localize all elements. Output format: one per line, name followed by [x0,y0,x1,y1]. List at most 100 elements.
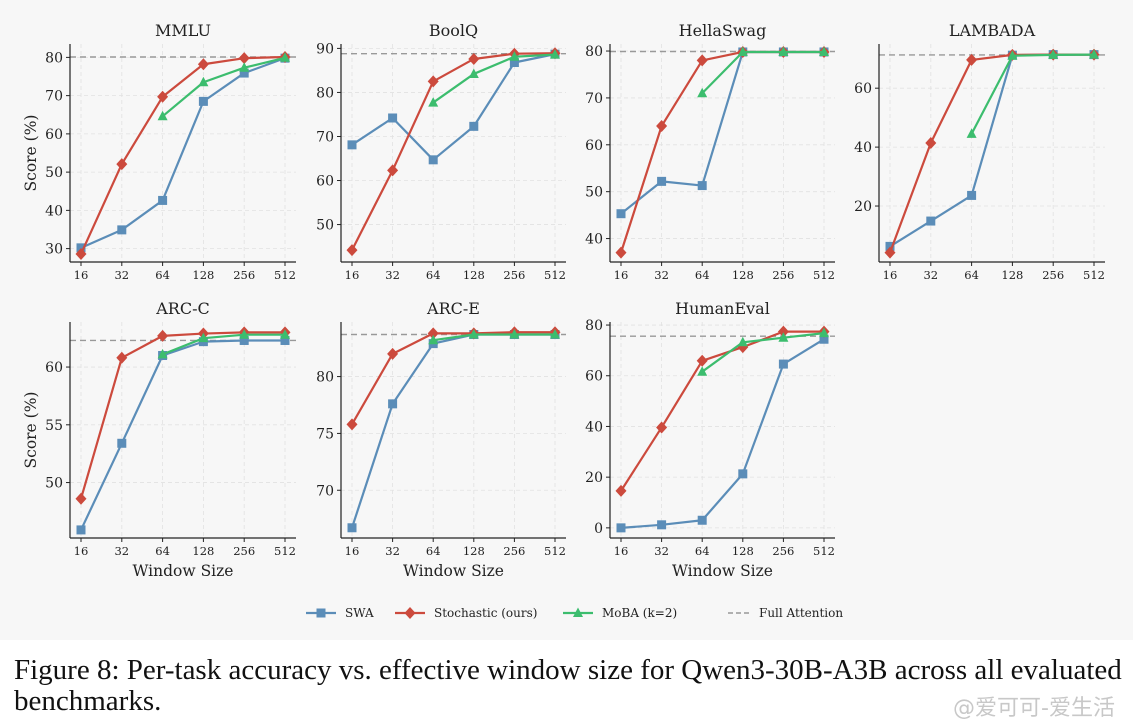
x-tick-label: 16 [74,268,89,282]
diamond-marker [116,351,128,364]
y-tick-label: 30 [45,242,63,258]
diamond-marker [427,327,439,340]
x-tick-label: 128 [463,544,485,558]
square-marker [239,335,249,345]
x-tick-label: 512 [813,544,835,558]
diamond-marker [75,492,87,505]
subplot-hellaswag: 16 32 64 128 256 512 40 50 60 70 80 HellaSwag [585,21,835,282]
y-tick-label: 60 [45,360,63,376]
watermark: @爱可可-爱生活 [953,696,1115,721]
subplot-title: BoolQ [429,21,478,40]
diamond-marker [346,418,358,431]
y-tick-label: 70 [316,483,334,499]
y-tick-label: 60 [316,174,334,190]
diamond-marker [884,246,896,259]
x-tick-label: 128 [192,544,214,558]
y-tick-label: 50 [45,476,63,492]
triangle-marker [550,49,560,59]
series-line-stochastic [79,331,285,500]
diamond-marker [116,158,128,171]
diamond-marker [656,120,668,133]
x-tick-label: 128 [732,544,754,558]
triangle-marker [1048,49,1059,59]
series-line-moba [161,56,286,118]
y-tick-label: 60 [45,127,63,143]
subplot-title: HumanEval [675,299,770,318]
y-axis-label: Score (%) [22,392,40,469]
x-tick-label: 128 [463,268,485,282]
x-tick-label: 128 [1001,268,1023,282]
x-tick-label: 256 [1042,268,1064,282]
legend: SWA Stochastic (ours) MoBA (k=2) Full Atten… [306,606,843,620]
y-tick-label: 50 [45,165,63,181]
x-tick-label: 128 [732,268,754,282]
square-marker [239,68,249,78]
x-tick-label: 512 [274,544,296,558]
x-tick-label: 128 [192,268,214,282]
triangle-marker [1007,50,1018,60]
diamond-marker [925,136,937,149]
triangle-marker [819,46,829,56]
triangle-marker [280,329,290,339]
x-tick-label: 32 [385,544,400,558]
x-tick-label: 256 [233,268,255,282]
triangle-marker [198,76,209,87]
series-line-stochastic [619,50,824,253]
x-tick-label: 64 [155,268,170,282]
subplot-title: LAMBADA [949,21,1036,40]
triangle-marker [428,97,439,107]
x-tick-label: 512 [274,268,296,282]
legend-label: SWA [345,606,374,620]
x-axis-label: Window Size [403,562,504,580]
series-line-stochastic [888,53,1094,253]
y-tick-label: 60 [585,138,603,154]
diamond-marker [157,329,169,342]
triangle-marker [509,329,520,339]
y-tick-label: 60 [854,81,872,97]
x-tick-label: 64 [155,544,170,558]
x-tick-label: 16 [614,544,629,558]
diamond-marker [468,52,480,65]
triangle-marker [819,327,829,338]
square-marker [347,140,357,150]
square-marker [76,525,86,535]
triangle-marker [157,110,168,121]
y-tick-label: 70 [316,129,334,145]
square-marker [117,225,127,235]
square-marker [657,176,667,186]
y-tick-label: 20 [585,470,603,486]
square-marker [967,190,977,200]
series-line-swa [80,57,286,249]
square-marker [697,515,707,525]
triangle-marker [573,607,583,617]
subplot-title: MMLU [155,21,211,40]
y-tick-label: 80 [316,370,334,386]
y-axis-label: Score (%) [22,115,40,192]
x-tick-label: 256 [772,544,794,558]
square-marker [76,243,86,253]
square-marker [738,469,748,479]
x-tick-label: 16 [883,268,898,282]
triangle-marker [280,52,290,62]
y-tick-label: 40 [854,140,872,156]
diamond-marker [696,54,708,67]
x-tick-label: 32 [114,544,129,558]
x-tick-label: 64 [964,268,979,282]
square-marker [616,209,626,219]
triangle-marker [966,128,977,138]
square-marker [388,113,398,123]
diamond-marker [615,246,627,259]
x-tick-label: 32 [654,268,669,282]
legend-item-stochastic: Stochastic (ours) [395,606,537,620]
subplot-arc-e: 16 32 64 128 256 512 70 75 80 ARC-E Window Size [316,299,566,580]
triangle-marker [1089,49,1099,59]
diamond-marker [238,52,250,65]
diamond-marker [346,244,358,257]
triangle-marker [239,62,250,72]
legend-label: Full Attention [759,606,843,620]
square-marker [926,216,936,226]
diamond-marker [696,354,708,367]
x-tick-label: 256 [233,544,255,558]
triangle-marker [778,46,789,56]
x-tick-label: 32 [923,268,938,282]
